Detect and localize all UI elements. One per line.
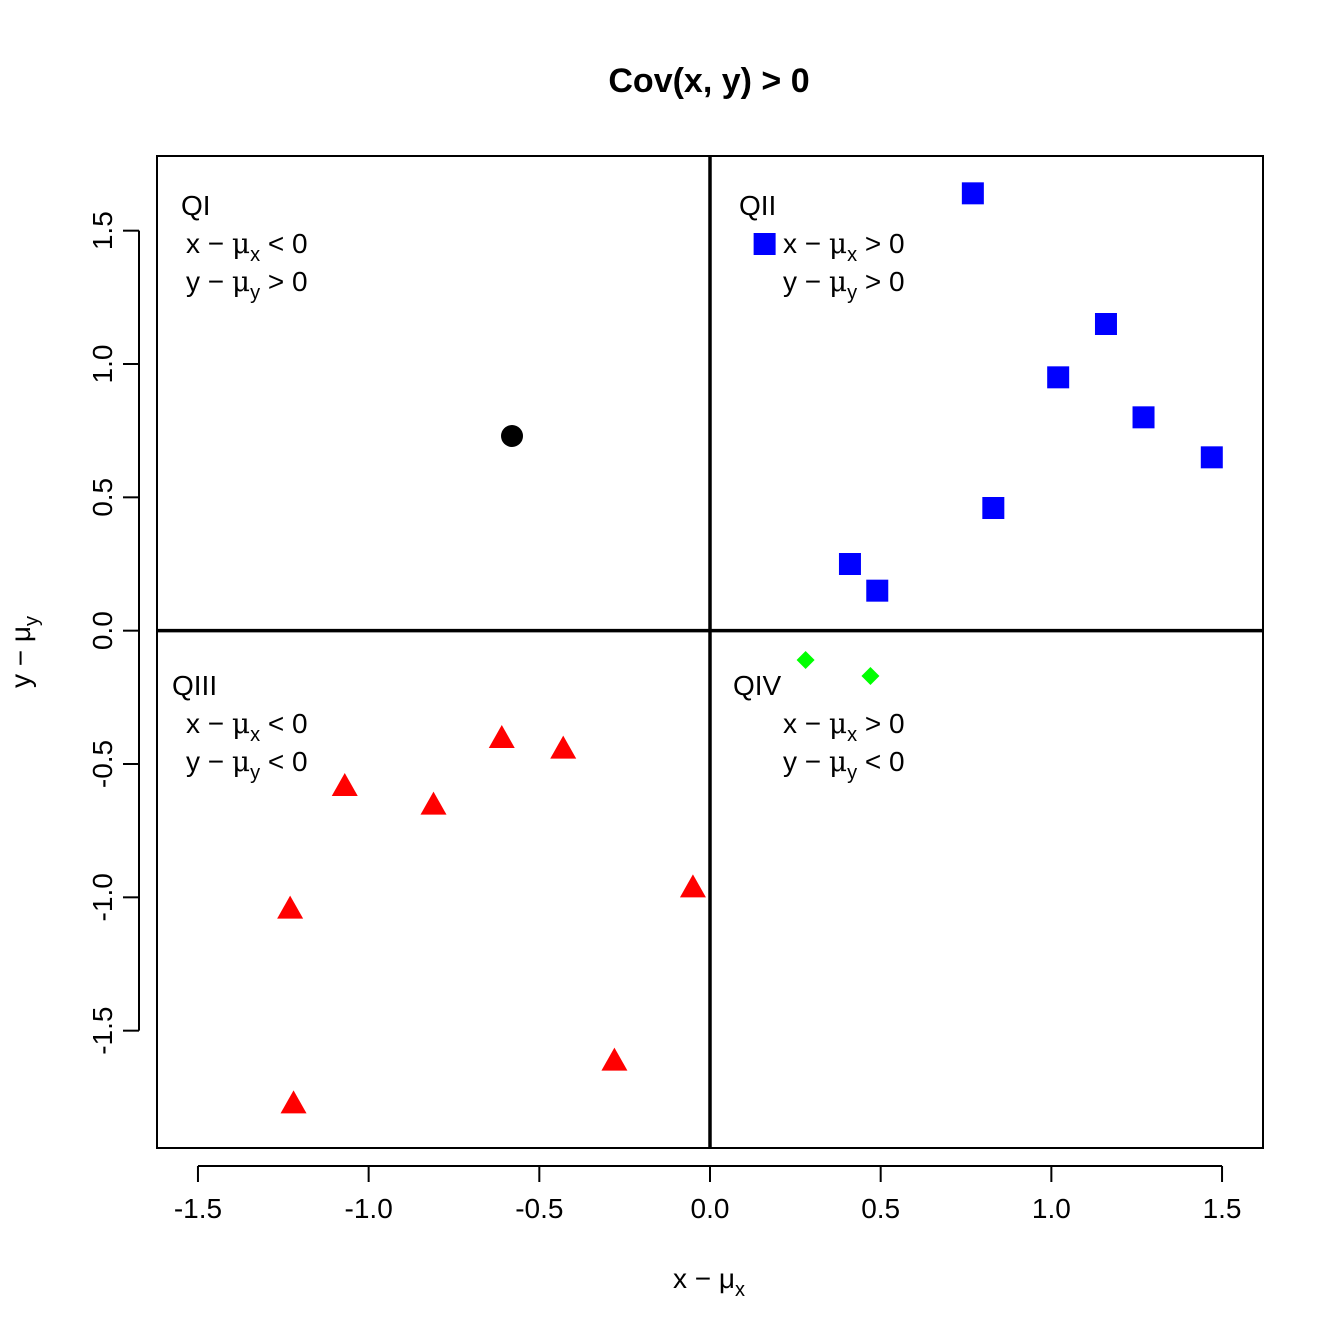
quadrant-condition: x − μx > 0	[783, 227, 905, 266]
quadrant-name: QI	[181, 190, 211, 221]
data-point-triangle	[420, 791, 447, 815]
x-tick-label: -1.0	[345, 1193, 393, 1224]
data-point-square	[838, 553, 861, 575]
quadrant-condition: x − μx < 0	[186, 707, 308, 746]
data-point-diamond	[861, 667, 880, 685]
quadrant-condition: y − μy < 0	[186, 745, 308, 784]
quadrant-condition: y − μy > 0	[783, 265, 905, 304]
data-point-square	[1047, 366, 1070, 389]
x-axis-label: x − μx	[673, 1263, 745, 1301]
data-point-square	[1094, 313, 1117, 335]
reference-lines	[157, 156, 1263, 1148]
data-point-triangle	[280, 1090, 307, 1114]
data-point-circle	[501, 425, 524, 447]
data-point-square	[866, 579, 889, 602]
y-tick-label: 0.0	[87, 611, 118, 650]
y-tick-label: 1.0	[87, 345, 118, 384]
data-point-square	[1132, 406, 1155, 429]
x-tick-label: 1.0	[1032, 1193, 1071, 1224]
axes: -1.5 -1.0 -0.5 0.0 0.5 1.0 1.5 -1.5 -1.0 -0.5 0.0 0…	[87, 211, 1242, 1224]
quadrant-condition: y − μy > 0	[186, 265, 308, 304]
x-tick-label: 0.0	[691, 1193, 730, 1224]
data-point-triangle	[550, 735, 577, 759]
y-axis-label: y − μy	[5, 616, 43, 688]
chart-title: Cov(x, y) > 0	[608, 62, 809, 100]
y-tick-label: -1.5	[87, 1007, 118, 1055]
y-tick-label: -1.0	[87, 873, 118, 921]
data-point-square	[961, 182, 984, 205]
quadrant-condition: y − μy < 0	[783, 745, 905, 784]
quadrant-condition: x − μx < 0	[186, 227, 308, 266]
data-point-triangle	[331, 773, 358, 796]
data-point-triangle	[277, 895, 304, 919]
data-points	[277, 182, 1223, 1114]
y-tick-label: 1.5	[87, 211, 118, 250]
x-tick-label: -1.5	[174, 1193, 222, 1224]
x-tick-label: 1.5	[1203, 1193, 1242, 1224]
quadrant-name: QIII	[172, 670, 217, 701]
y-tick-label: -0.5	[87, 740, 118, 788]
data-point-square	[1200, 446, 1223, 469]
data-point-diamond	[796, 651, 815, 669]
data-point-triangle	[679, 874, 706, 898]
quadrant-condition: x − μx > 0	[783, 707, 905, 746]
quadrant-name: QII	[739, 190, 776, 221]
data-point-triangle	[488, 725, 515, 748]
y-tick-label: 0.5	[87, 478, 118, 517]
data-point-square	[753, 233, 776, 255]
x-tick-label: -0.5	[515, 1193, 563, 1224]
x-tick-label: 0.5	[861, 1193, 900, 1224]
data-point-triangle	[601, 1047, 628, 1071]
data-point-square	[982, 497, 1005, 519]
quadrant-name: QIV	[733, 670, 782, 701]
